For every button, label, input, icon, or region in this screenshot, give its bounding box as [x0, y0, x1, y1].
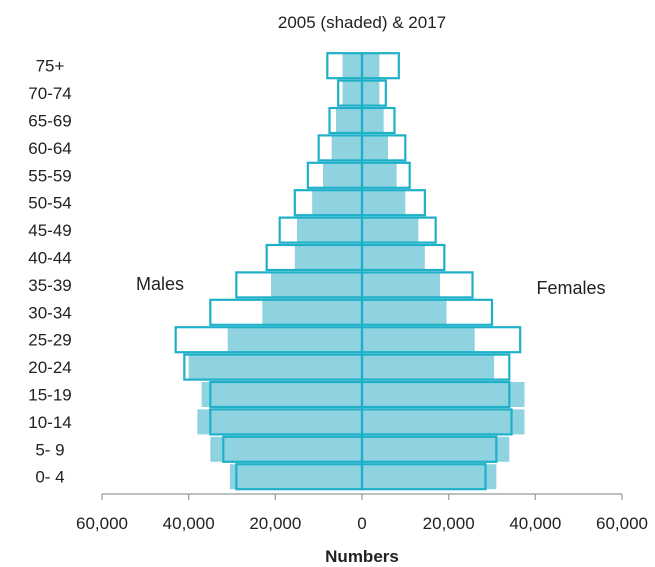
- females-label: Females: [536, 278, 605, 298]
- bar-2005-male-14: [342, 80, 362, 106]
- bar-2005-male-6: [262, 299, 362, 325]
- bar-2005-female-1: [362, 436, 510, 462]
- x-tick-label-0: 60,000: [76, 514, 128, 533]
- category-label-13: 65-69: [28, 112, 71, 131]
- category-label-5: 25-29: [28, 331, 71, 350]
- bar-2005-female-13: [362, 108, 384, 133]
- bar-2005-male-11: [323, 162, 362, 188]
- bar-2005-female-5: [362, 327, 475, 353]
- x-tick-label-3: 0: [357, 514, 366, 533]
- bar-2005-female-0: [362, 464, 497, 490]
- category-label-9: 45-49: [28, 221, 71, 240]
- category-label-3: 15-19: [28, 386, 71, 405]
- bar-2005-female-10: [362, 190, 406, 216]
- category-label-1: 5- 9: [35, 440, 64, 459]
- x-tick-label-6: 60,000: [596, 514, 648, 533]
- bar-2005-male-7: [271, 272, 362, 298]
- bar-2005-male-8: [294, 245, 362, 270]
- category-label-11: 55-59: [28, 166, 71, 185]
- bar-2005-male-1: [210, 436, 362, 462]
- shaded-bars-group: [188, 53, 525, 490]
- bar-2005-male-13: [336, 108, 362, 133]
- males-label: Males: [136, 274, 184, 294]
- bar-2005-male-0: [229, 464, 362, 490]
- x-tick-label-1: 40,000: [163, 514, 215, 533]
- bar-2005-female-11: [362, 162, 397, 188]
- x-tick-label-2: 20,000: [249, 514, 301, 533]
- bar-2005-female-2: [362, 409, 525, 435]
- bar-2005-female-7: [362, 272, 440, 298]
- category-label-7: 35-39: [28, 276, 71, 295]
- bar-2005-female-14: [362, 80, 380, 106]
- bar-2005-female-6: [362, 299, 447, 325]
- bar-2005-male-9: [297, 217, 362, 243]
- chart-title: 2005 (shaded) & 2017: [278, 13, 446, 32]
- category-labels-group: 0- 4 5- 9 10-14 15-19 20-24 25-29 30-34 35-39 40…: [28, 57, 71, 487]
- category-label-6: 30-34: [28, 303, 71, 322]
- x-tick-label-5: 40,000: [509, 514, 561, 533]
- bar-2005-female-4: [362, 354, 495, 380]
- x-axis-title: Numbers: [325, 547, 399, 566]
- bar-2005-male-12: [331, 135, 362, 161]
- bar-2005-male-10: [312, 190, 362, 216]
- category-label-15: 75+: [36, 57, 65, 76]
- bar-2005-female-15: [362, 53, 380, 79]
- bar-2005-female-3: [362, 382, 525, 407]
- bar-2005-male-2: [197, 409, 362, 435]
- bar-2005-female-8: [362, 245, 425, 270]
- category-label-14: 70-74: [28, 84, 71, 103]
- category-label-4: 20-24: [28, 358, 71, 377]
- x-ticks-group: 60,000 40,000 20,000 0 20,000 40,000 60,000: [76, 494, 648, 533]
- category-label-10: 50-54: [28, 194, 71, 213]
- category-label-12: 60-64: [28, 139, 71, 158]
- category-label-8: 40-44: [28, 249, 71, 268]
- bar-2005-male-15: [342, 53, 362, 79]
- bar-2005-female-12: [362, 135, 388, 161]
- category-label-0: 0- 4: [35, 468, 64, 487]
- bar-2005-male-5: [227, 327, 362, 353]
- bar-2005-male-3: [201, 382, 362, 407]
- category-label-2: 10-14: [28, 413, 71, 432]
- bar-2005-male-4: [188, 354, 362, 380]
- x-tick-label-4: 20,000: [423, 514, 475, 533]
- bar-2005-female-9: [362, 217, 419, 243]
